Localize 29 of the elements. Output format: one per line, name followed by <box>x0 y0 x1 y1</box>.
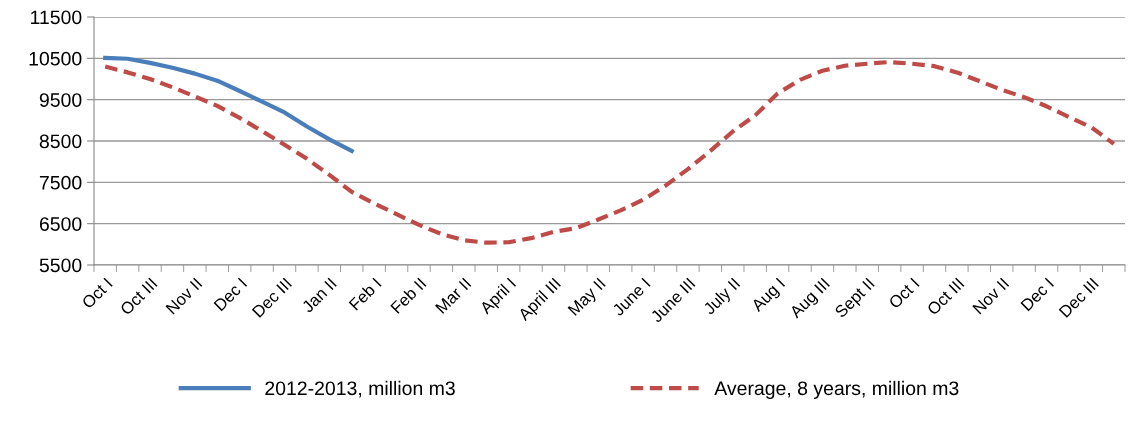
y-tick-label: 9500 <box>39 93 82 107</box>
legend-label: Average, 8 years, million m3 <box>714 380 959 399</box>
legend-label: 2012-2013, million m3 <box>265 380 455 398</box>
x-tick-label: July II <box>702 277 743 318</box>
x-tick-label: May II <box>567 277 609 319</box>
y-tick-label: 6500 <box>39 217 82 231</box>
x-tick-label: Aug I <box>750 277 788 315</box>
x-tick-label: Jan II <box>301 277 337 314</box>
x-tick-label: Oct III <box>119 277 158 316</box>
x-tick-label: Nov II <box>972 277 1010 315</box>
x-tick-label: Nov II <box>165 277 203 315</box>
line-series <box>103 55 354 154</box>
x-tick-label: Dec III <box>251 277 293 318</box>
x-tick-label: Dec III <box>1058 277 1099 318</box>
y-tick-label: 5500 <box>39 258 82 273</box>
x-tick-label: Mar II <box>435 277 472 314</box>
x-tick-label: Dec I <box>213 277 248 312</box>
x-tick-label: Oct I <box>81 277 113 310</box>
x-tick-label: Oct III <box>926 277 965 316</box>
y-tick-label: 11500 <box>31 10 82 25</box>
y-tick-label: 8500 <box>39 134 82 149</box>
x-tick-label: Feb I <box>348 277 382 311</box>
x-tick-label: Dec I <box>1020 277 1055 312</box>
line-series <box>103 59 1116 245</box>
x-tick-label: Oct I <box>888 277 920 310</box>
x-tick-label: Feb II <box>389 277 427 314</box>
y-tick-label: 7500 <box>39 175 82 190</box>
x-tick-label: Aug III <box>788 277 833 322</box>
y-tick-label: 10500 <box>29 51 82 66</box>
